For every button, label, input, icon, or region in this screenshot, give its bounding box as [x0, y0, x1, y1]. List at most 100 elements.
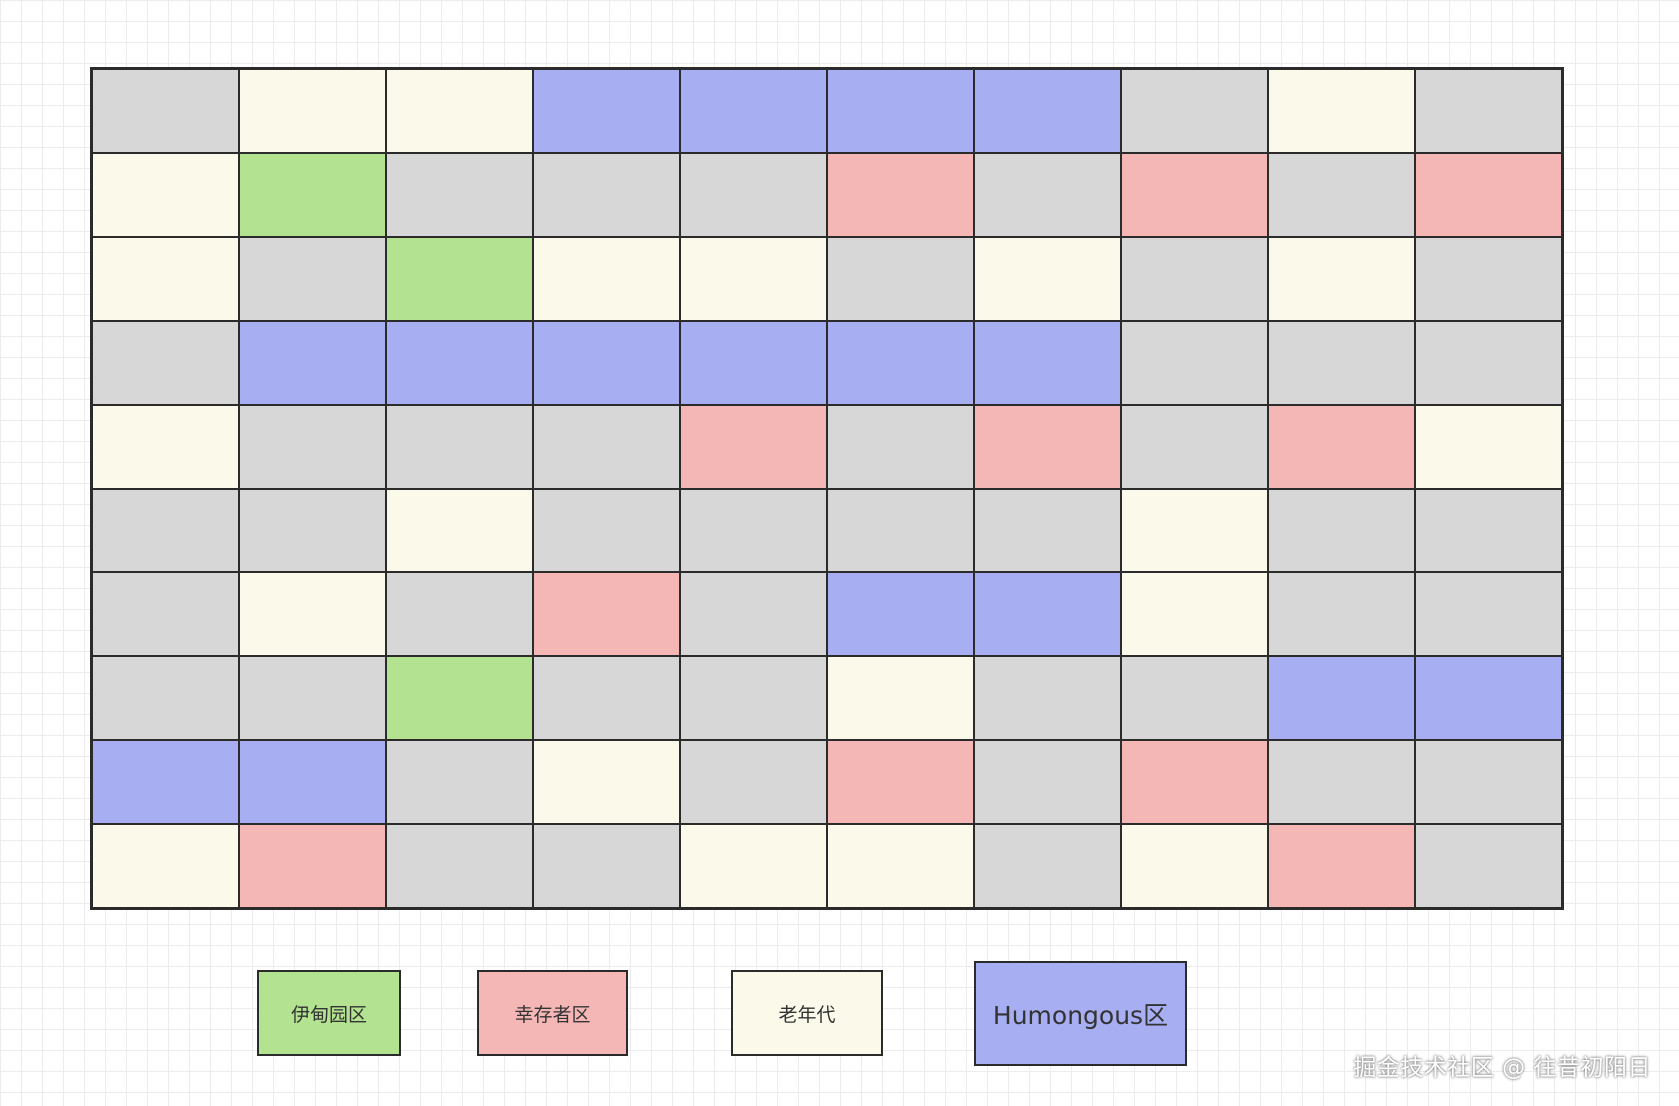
- region-cell-empty: [1268, 488, 1415, 573]
- region-cell-empty: [680, 572, 827, 657]
- region-cell-empty: [92, 69, 239, 153]
- region-cell-survivor: [1121, 152, 1268, 237]
- region-cell-survivor: [239, 824, 386, 908]
- region-cell-survivor: [533, 572, 680, 657]
- region-cell-survivor: [827, 152, 974, 237]
- region-cell-humongous: [827, 69, 974, 153]
- region-cell-old: [1121, 824, 1268, 908]
- region-cell-empty: [386, 152, 533, 237]
- region-cell-old: [386, 69, 533, 153]
- region-cell-old: [974, 236, 1121, 321]
- region-cell-empty: [533, 824, 680, 908]
- region-cell-empty: [386, 572, 533, 657]
- region-cell-humongous: [680, 69, 827, 153]
- region-cell-humongous: [239, 320, 386, 405]
- region-cell-empty: [680, 656, 827, 741]
- region-cell-empty: [239, 656, 386, 741]
- region-cell-humongous: [533, 320, 680, 405]
- region-cell-survivor: [974, 404, 1121, 489]
- region-cell-empty: [680, 152, 827, 237]
- watermark: 掘金技术社区 @ 往昔初阳日: [1353, 1055, 1651, 1081]
- region-cell-empty: [827, 488, 974, 573]
- region-cell-empty: [1121, 656, 1268, 741]
- region-cell-old: [239, 69, 386, 153]
- region-cell-empty: [1268, 572, 1415, 657]
- region-cell-humongous: [1415, 656, 1562, 741]
- region-cell-eden: [386, 656, 533, 741]
- region-cell-humongous: [974, 572, 1121, 657]
- region-cell-old: [1415, 404, 1562, 489]
- region-cell-empty: [1415, 824, 1562, 908]
- region-cell-empty: [533, 404, 680, 489]
- heap-region-grid: [90, 67, 1564, 910]
- region-cell-empty: [1268, 152, 1415, 237]
- region-cell-empty: [533, 656, 680, 741]
- region-cell-empty: [239, 404, 386, 489]
- region-cell-empty: [1268, 320, 1415, 405]
- region-cell-empty: [974, 152, 1121, 237]
- region-cell-empty: [680, 740, 827, 825]
- region-cell-empty: [92, 656, 239, 741]
- region-cell-empty: [1415, 236, 1562, 321]
- region-cell-old: [1268, 69, 1415, 153]
- region-cell-humongous: [386, 320, 533, 405]
- region-cell-empty: [680, 488, 827, 573]
- region-cell-old: [1268, 236, 1415, 321]
- legend-humongous: Humongous区: [974, 961, 1187, 1066]
- region-cell-empty: [974, 740, 1121, 825]
- legend-eden: 伊甸园区: [257, 970, 401, 1056]
- region-cell-empty: [1121, 404, 1268, 489]
- region-cell-humongous: [974, 320, 1121, 405]
- region-cell-empty: [974, 488, 1121, 573]
- region-cell-old: [1121, 572, 1268, 657]
- region-cell-old: [92, 404, 239, 489]
- region-cell-humongous: [974, 69, 1121, 153]
- region-cell-empty: [533, 488, 680, 573]
- region-cell-survivor: [680, 404, 827, 489]
- region-cell-empty: [1121, 236, 1268, 321]
- region-cell-survivor: [1121, 740, 1268, 825]
- region-cell-empty: [1415, 572, 1562, 657]
- region-cell-empty: [1415, 69, 1562, 153]
- region-cell-empty: [1121, 320, 1268, 405]
- region-cell-empty: [386, 404, 533, 489]
- region-cell-old: [680, 236, 827, 321]
- region-cell-empty: [239, 488, 386, 573]
- region-cell-old: [533, 236, 680, 321]
- region-cell-humongous: [92, 740, 239, 825]
- region-cell-old: [239, 572, 386, 657]
- region-cell-humongous: [827, 320, 974, 405]
- region-cell-empty: [92, 320, 239, 405]
- region-cell-empty: [1121, 69, 1268, 153]
- region-cell-old: [1121, 488, 1268, 573]
- region-cell-old: [827, 824, 974, 908]
- region-cell-empty: [1415, 488, 1562, 573]
- region-cell-empty: [239, 236, 386, 321]
- region-cell-empty: [92, 572, 239, 657]
- region-cell-empty: [1268, 740, 1415, 825]
- region-cell-humongous: [533, 69, 680, 153]
- region-cell-empty: [386, 824, 533, 908]
- region-cell-empty: [1415, 740, 1562, 825]
- region-cell-empty: [827, 236, 974, 321]
- region-cell-survivor: [1268, 824, 1415, 908]
- region-cell-survivor: [827, 740, 974, 825]
- region-cell-empty: [827, 404, 974, 489]
- region-cell-empty: [1415, 320, 1562, 405]
- legend-humongous-label: Humongous区: [992, 1000, 1169, 1030]
- region-cell-old: [92, 152, 239, 237]
- region-cell-old: [680, 824, 827, 908]
- region-cell-eden: [239, 152, 386, 237]
- region-cell-old: [533, 740, 680, 825]
- legend-old-label: 老年代: [778, 1003, 836, 1026]
- legend-survivor-label: 幸存者区: [514, 1003, 591, 1026]
- region-cell-humongous: [827, 572, 974, 657]
- region-cell-humongous: [1268, 656, 1415, 741]
- region-cell-empty: [974, 656, 1121, 741]
- region-cell-survivor: [1268, 404, 1415, 489]
- legend-eden-label: 伊甸园区: [290, 1003, 367, 1026]
- region-cell-old: [92, 824, 239, 908]
- region-cell-empty: [533, 152, 680, 237]
- region-cell-humongous: [239, 740, 386, 825]
- region-cell-empty: [92, 488, 239, 573]
